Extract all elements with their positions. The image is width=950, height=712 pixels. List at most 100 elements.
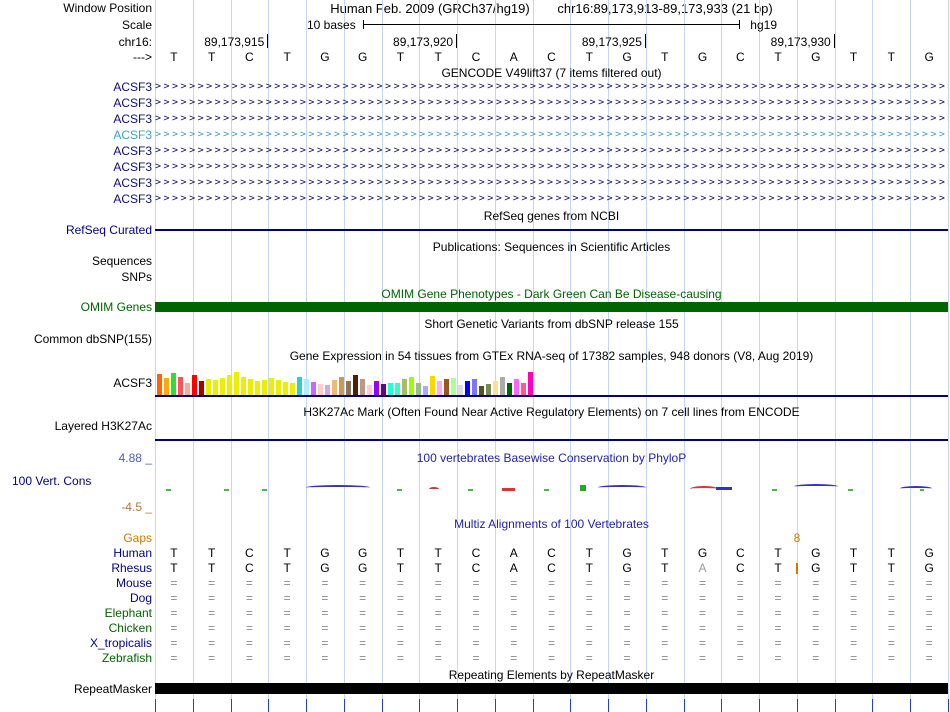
- multiz-row-chicken[interactable]: = = = = = = = = = = = = = = = = = = = = =: [155, 621, 948, 635]
- multiz-row-elephant[interactable]: = = = = = = = = = = = = = = = = = = = = =: [155, 606, 948, 620]
- gtex-expression-bar[interactable]: [227, 375, 232, 395]
- phylop-mark[interactable]: [690, 486, 718, 492]
- multiz-row-mouse[interactable]: = = = = = = = = = = = = = = = = = = = = =: [155, 576, 948, 590]
- refseq-curated-line[interactable]: [155, 229, 948, 231]
- gtex-expression-bar[interactable]: [360, 379, 365, 395]
- track-label-species-human[interactable]: Human: [113, 546, 152, 560]
- gtex-expression-bar[interactable]: [493, 381, 498, 395]
- track-label-omim-genes[interactable]: OMIM Genes: [80, 300, 152, 314]
- track-label-pubs-snps[interactable]: SNPs: [121, 270, 152, 284]
- gtex-expression-bar[interactable]: [304, 379, 309, 395]
- gtex-expression-bar[interactable]: [374, 381, 379, 395]
- track-label-species-mouse[interactable]: Mouse: [115, 576, 152, 590]
- track-label-layered-h3k27ac[interactable]: Layered H3K27Ac: [54, 419, 152, 433]
- track-label-pubs-sequences[interactable]: Sequences: [91, 254, 152, 268]
- gtex-expression-bar[interactable]: [325, 385, 330, 395]
- gencode-transcript-row[interactable]: >>>>>>>>>>>>>>>>>>>>>>>>>>>>>>>>>>>>>>>>…: [155, 161, 948, 172]
- gtex-expression-bar[interactable]: [444, 379, 449, 395]
- track-label-gencode-acsf3-2[interactable]: ACSF3: [113, 96, 152, 110]
- gtex-expression-bar[interactable]: [290, 383, 295, 395]
- phylop-mark[interactable]: [306, 485, 370, 490]
- gtex-baseline[interactable]: [155, 395, 948, 397]
- gtex-expression-bar[interactable]: [178, 377, 183, 395]
- phylop-mark[interactable]: [920, 489, 924, 491]
- track-label-gencode-acsf3-1[interactable]: ACSF3: [113, 80, 152, 94]
- gencode-transcript-row[interactable]: >>>>>>>>>>>>>>>>>>>>>>>>>>>>>>>>>>>>>>>>…: [155, 81, 948, 92]
- gtex-expression-bar[interactable]: [528, 372, 533, 395]
- track-label-species-zebrafish[interactable]: Zebrafish: [101, 651, 152, 665]
- track-label-gtex-acsf3[interactable]: ACSF3: [113, 376, 152, 390]
- phylop-mark[interactable]: [848, 489, 853, 491]
- gtex-expression-bar[interactable]: [248, 379, 253, 395]
- gtex-expression-bar[interactable]: [192, 375, 197, 395]
- gtex-expression-bar[interactable]: [486, 384, 491, 395]
- gtex-expression-bar[interactable]: [367, 385, 372, 395]
- phylop-mark[interactable]: [468, 489, 473, 491]
- gtex-expression-bar[interactable]: [269, 378, 274, 395]
- gtex-expression-bar[interactable]: [262, 380, 267, 395]
- phylop-mark[interactable]: [262, 489, 267, 491]
- track-label-gencode-acsf3-3[interactable]: ACSF3: [113, 112, 152, 126]
- gtex-expression-bar[interactable]: [346, 381, 351, 395]
- track-label-species-xtropicalis[interactable]: X_tropicalis: [89, 636, 152, 650]
- gtex-expression-bar[interactable]: [430, 376, 435, 395]
- gencode-transcript-row[interactable]: >>>>>>>>>>>>>>>>>>>>>>>>>>>>>>>>>>>>>>>>…: [155, 177, 948, 188]
- phylop-mark[interactable]: [598, 485, 646, 490]
- gtex-expression-bar[interactable]: [388, 383, 393, 395]
- h3k27ac-baseline[interactable]: [155, 439, 948, 441]
- gtex-expression-bar[interactable]: [507, 383, 512, 395]
- gtex-expression-bar[interactable]: [381, 384, 386, 395]
- gtex-expression-bar[interactable]: [423, 386, 428, 395]
- gtex-expression-bar[interactable]: [276, 380, 281, 395]
- track-label-species-rhesus[interactable]: Rhesus: [111, 561, 152, 575]
- track-label-repeatmasker[interactable]: RepeatMasker: [73, 682, 152, 696]
- gtex-expression-bar[interactable]: [171, 373, 176, 395]
- gtex-expression-bar[interactable]: [297, 377, 302, 395]
- phylop-mark[interactable]: [166, 489, 171, 491]
- track-label-gencode-acsf3-4[interactable]: ACSF3: [113, 128, 152, 142]
- gtex-expression-bar[interactable]: [514, 379, 519, 395]
- track-label-species-chicken[interactable]: Chicken: [108, 621, 152, 635]
- track-label-gaps[interactable]: Gaps: [123, 531, 152, 545]
- track-label-species-elephant[interactable]: Elephant: [104, 606, 152, 620]
- gtex-expression-bar[interactable]: [283, 382, 288, 395]
- gtex-expression-bar[interactable]: [213, 380, 218, 395]
- gtex-expression-bar[interactable]: [157, 374, 162, 395]
- gtex-expression-bar[interactable]: [206, 379, 211, 395]
- repeatmasker-bar[interactable]: [155, 683, 948, 694]
- phylop-mark[interactable]: [900, 486, 932, 491]
- gtex-expression-bar[interactable]: [521, 383, 526, 395]
- gencode-transcript-row[interactable]: >>>>>>>>>>>>>>>>>>>>>>>>>>>>>>>>>>>>>>>>…: [155, 113, 948, 124]
- gencode-transcript-row[interactable]: >>>>>>>>>>>>>>>>>>>>>>>>>>>>>>>>>>>>>>>>…: [155, 129, 948, 140]
- track-label-species-dog[interactable]: Dog: [129, 591, 152, 605]
- gtex-expression-bar[interactable]: [318, 384, 323, 395]
- gtex-expression-bar[interactable]: [241, 377, 246, 395]
- gtex-expression-bar[interactable]: [409, 377, 414, 395]
- gtex-expression-bar[interactable]: [465, 381, 470, 395]
- gtex-expression-bar[interactable]: [332, 380, 337, 395]
- gtex-expression-bar[interactable]: [395, 383, 400, 395]
- phylop-mark[interactable]: [794, 484, 838, 489]
- omim-genes-bar[interactable]: [155, 302, 948, 312]
- gtex-expression-bar[interactable]: [220, 378, 225, 395]
- multiz-row-dog[interactable]: = = = = = = = = = = = = = = = = = = = = =: [155, 591, 948, 605]
- gtex-expression-bar[interactable]: [458, 385, 463, 395]
- gtex-expression-bar[interactable]: [402, 379, 407, 395]
- phylop-mark[interactable]: [580, 485, 586, 491]
- track-label-refseq-curated[interactable]: RefSeq Curated: [65, 223, 152, 237]
- gencode-transcript-row[interactable]: >>>>>>>>>>>>>>>>>>>>>>>>>>>>>>>>>>>>>>>>…: [155, 145, 948, 156]
- gencode-transcript-row[interactable]: >>>>>>>>>>>>>>>>>>>>>>>>>>>>>>>>>>>>>>>>…: [155, 193, 948, 204]
- gtex-expression-bar[interactable]: [500, 377, 505, 395]
- track-label-gencode-acsf3-6[interactable]: ACSF3: [113, 160, 152, 174]
- gtex-expression-bar[interactable]: [451, 378, 456, 395]
- phylop-mark[interactable]: [544, 489, 549, 491]
- gtex-expression-bar[interactable]: [199, 381, 204, 395]
- track-label-gencode-acsf3-8[interactable]: ACSF3: [113, 192, 152, 206]
- gtex-expression-bar[interactable]: [234, 372, 239, 395]
- gtex-expression-bar[interactable]: [339, 377, 344, 395]
- track-label-vert-cons[interactable]: 100 Vert. Cons: [12, 474, 92, 488]
- gtex-expression-bar[interactable]: [185, 383, 190, 395]
- gtex-expression-bar[interactable]: [255, 381, 260, 395]
